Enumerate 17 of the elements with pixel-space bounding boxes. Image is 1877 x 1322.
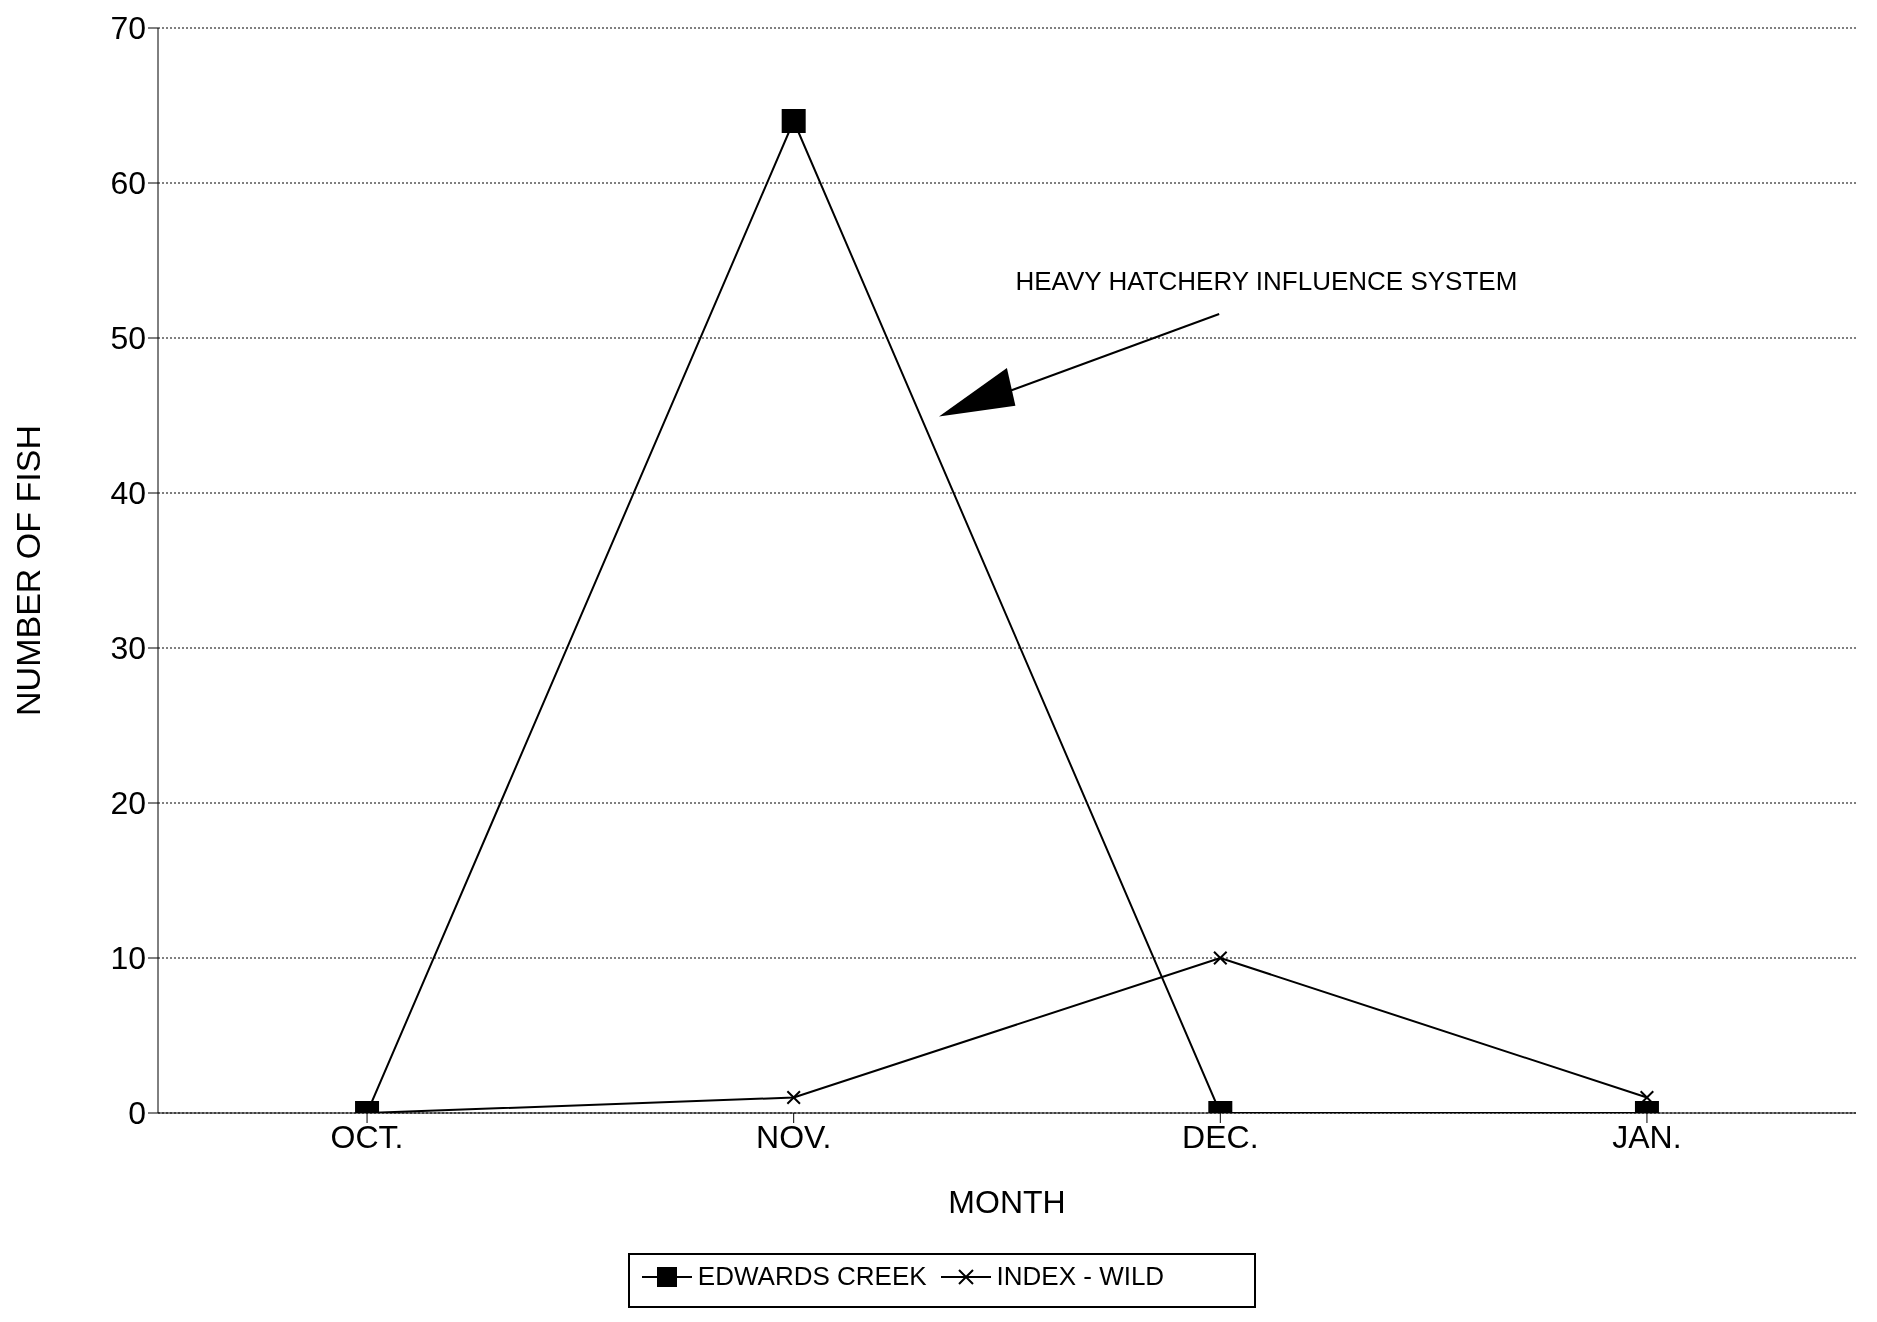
y-tick-label: 70 xyxy=(110,10,146,47)
x-tick-label: NOV. xyxy=(756,1118,832,1155)
y-tick-label: 30 xyxy=(110,630,146,667)
x-tick-label: JAN. xyxy=(1612,1118,1682,1155)
y-tick-label: 0 xyxy=(128,1095,146,1132)
x-tick-label: OCT. xyxy=(330,1118,404,1155)
y-tick-label: 20 xyxy=(110,785,146,822)
x-axis-title: MONTH xyxy=(948,1184,1066,1220)
legend-label: INDEX - WILD xyxy=(996,1261,1165,1292)
y-tick-label: 10 xyxy=(110,940,146,977)
y-axis-title: NUMBER OF FISH xyxy=(9,425,48,716)
y-tick-label: 40 xyxy=(110,475,146,512)
x-tick-label: DEC. xyxy=(1182,1118,1259,1155)
legend-label: EDWARDS CREEK xyxy=(697,1261,927,1292)
y-tick-label: 50 xyxy=(110,320,146,357)
y-tick-label: 60 xyxy=(110,165,146,202)
annotation: HEAVY HATCHERY INFLUENCE SYSTEM xyxy=(1015,265,1518,297)
